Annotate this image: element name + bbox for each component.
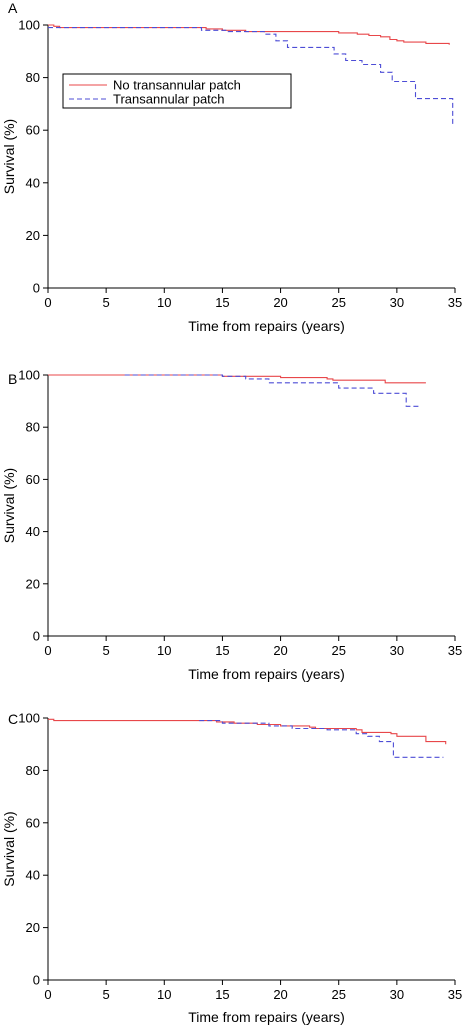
x-tick-label: 5 bbox=[103, 987, 110, 1002]
x-axis-title: Time from repairs (years) bbox=[188, 666, 345, 682]
y-tick-label: 40 bbox=[26, 524, 40, 539]
x-tick-label: 30 bbox=[390, 987, 404, 1002]
y-tick-label: 20 bbox=[26, 228, 40, 243]
x-tick-label: 20 bbox=[273, 987, 287, 1002]
x-axis-title: Time from repairs (years) bbox=[188, 318, 345, 334]
y-tick-label: 20 bbox=[26, 576, 40, 591]
x-tick-label: 5 bbox=[103, 295, 110, 310]
panel-b: B 0 5 10 15 20 25 30 35 0 20 40 60 80 100 Time from rep… bbox=[1, 368, 462, 683]
y-tick-label: 100 bbox=[18, 368, 40, 383]
legend-box bbox=[62, 73, 292, 109]
series-line-transannular-patch bbox=[199, 720, 444, 758]
x-tick-label: 35 bbox=[448, 295, 462, 310]
y-tick-label: 80 bbox=[26, 763, 40, 778]
series-line-transannular-patch bbox=[48, 27, 454, 125]
series-line-transannular-patch bbox=[124, 374, 421, 407]
panel-c: C 0 5 10 15 20 25 30 35 0 20 40 60 80 100 Time from rep… bbox=[1, 711, 462, 1026]
x-tick-label: 10 bbox=[157, 295, 171, 310]
panel-letter: A bbox=[8, 0, 18, 16]
panel-a: A 0 5 10 15 20 25 30 35 0 20 40 60 80 100 Time from rep… bbox=[1, 0, 462, 334]
x-tick-label: 25 bbox=[331, 295, 345, 310]
x-tick-label: 10 bbox=[157, 987, 171, 1002]
y-tick-label: 100 bbox=[18, 18, 40, 33]
x-tick-label: 25 bbox=[331, 987, 345, 1002]
y-tick-label: 60 bbox=[26, 123, 40, 138]
x-tick-label: 30 bbox=[390, 295, 404, 310]
y-axis-title: Survival (%) bbox=[1, 468, 17, 543]
y-tick-label: 40 bbox=[26, 175, 40, 190]
x-axis-title: Time from repairs (years) bbox=[188, 1009, 345, 1025]
y-tick-label: 0 bbox=[33, 629, 40, 644]
legend-label: Transannular patch bbox=[113, 92, 225, 107]
series-line-no-transannular-patch bbox=[48, 24, 450, 45]
x-tick-label: 15 bbox=[215, 987, 229, 1002]
y-tick-label: 40 bbox=[26, 868, 40, 883]
y-tick-label: 20 bbox=[26, 920, 40, 935]
x-tick-label: 25 bbox=[331, 643, 345, 658]
x-tick-label: 15 bbox=[215, 643, 229, 658]
x-tick-label: 35 bbox=[448, 987, 462, 1002]
y-tick-label: 80 bbox=[26, 420, 40, 435]
y-tick-label: 100 bbox=[18, 711, 40, 726]
x-tick-label: 20 bbox=[273, 643, 287, 658]
series-line-no-transannular-patch bbox=[48, 718, 447, 745]
y-tick-label: 60 bbox=[26, 815, 40, 830]
x-tick-label: 20 bbox=[273, 295, 287, 310]
y-tick-label: 60 bbox=[26, 472, 40, 487]
x-tick-label: 10 bbox=[157, 643, 171, 658]
panel-letter: C bbox=[8, 711, 18, 727]
x-tick-label: 15 bbox=[215, 295, 229, 310]
x-tick-label: 0 bbox=[44, 295, 51, 310]
x-tick-label: 5 bbox=[103, 643, 110, 658]
y-tick-label: 0 bbox=[33, 973, 40, 988]
x-tick-label: 30 bbox=[390, 643, 404, 658]
y-axis-title: Survival (%) bbox=[1, 811, 17, 886]
y-tick-label: 0 bbox=[33, 281, 40, 296]
y-tick-label: 80 bbox=[26, 70, 40, 85]
x-tick-label: 0 bbox=[44, 987, 51, 1002]
legend-label: No transannular patch bbox=[113, 78, 241, 93]
y-axis-title: Survival (%) bbox=[1, 119, 17, 194]
x-tick-label: 35 bbox=[448, 643, 462, 658]
x-tick-label: 0 bbox=[44, 643, 51, 658]
panel-letter: B bbox=[8, 371, 17, 387]
